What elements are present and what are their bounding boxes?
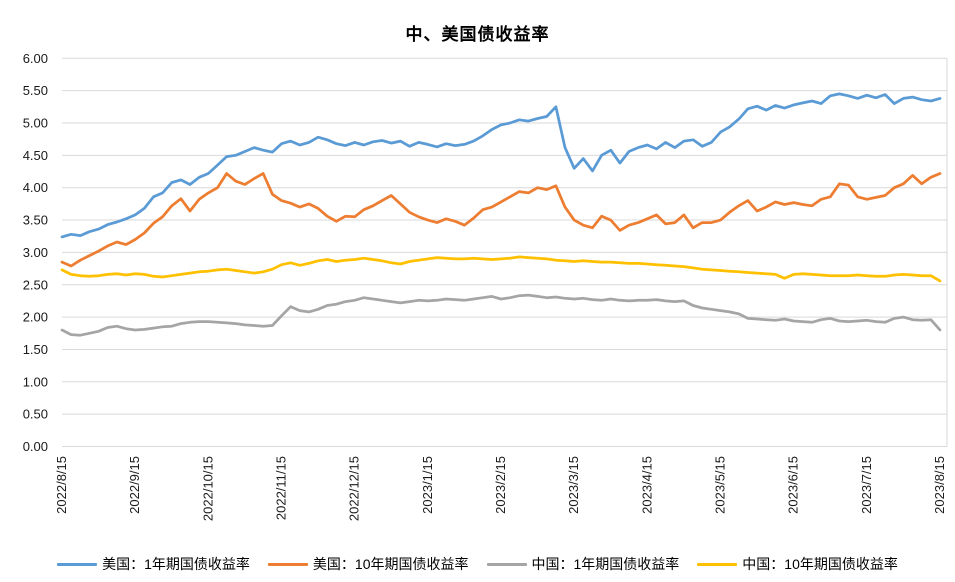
legend-item-0: 美国：1年期国债收益率: [57, 554, 250, 574]
y-tick-label: 2.50: [23, 277, 48, 292]
x-tick-label: 2023/1/15: [420, 456, 435, 514]
series-line-3: [60, 255, 942, 283]
y-tick-label: 2.00: [23, 310, 48, 325]
x-tick-label: 2023/8/15: [932, 456, 947, 514]
y-tick-label: 4.50: [23, 148, 48, 163]
y-tick-label: 1.00: [23, 374, 48, 389]
legend-item-2: 中国：1年期国债收益率: [486, 554, 680, 574]
legend-swatch-icon: [486, 562, 527, 566]
x-tick-label: 2023/4/15: [639, 456, 654, 514]
y-tick-label: 0.00: [23, 439, 48, 454]
x-tick-label: 2022/8/15: [54, 456, 69, 514]
x-tick-label: 2022/9/15: [127, 456, 142, 514]
legend-item-3: 中国：10年期国债收益率: [697, 554, 898, 574]
x-tick-label: 2023/6/15: [786, 456, 801, 514]
legend-label: 中国：10年期国债收益率: [742, 556, 898, 572]
x-tick-label: 2022/10/15: [200, 456, 215, 521]
legend-item-1: 美国：10年期国债收益率: [267, 554, 469, 574]
legend-label: 美国：10年期国债收益率: [312, 556, 469, 572]
y-tick-label: 3.00: [23, 245, 48, 260]
y-tick-label: 3.50: [23, 213, 48, 228]
y-tick-label: 5.50: [23, 83, 48, 98]
x-tick-label: 2023/3/15: [566, 456, 581, 514]
x-tick-label: 2023/2/15: [493, 456, 508, 514]
chart-title: 中、美国债收益率: [405, 25, 550, 44]
x-tick-label: 2023/5/15: [713, 456, 728, 514]
x-tick-label: 2023/7/15: [859, 456, 874, 514]
y-tick-label: 1.50: [23, 342, 48, 357]
series-line-0: [60, 92, 942, 239]
y-tick-label: 5.00: [23, 116, 48, 131]
x-tick-label: 2022/11/15: [274, 456, 289, 520]
y-tick-label: 0.50: [23, 407, 48, 422]
legend-swatch-icon: [267, 562, 308, 566]
x-tick-label: 2022/12/15: [347, 456, 362, 521]
y-tick-label: 6.00: [23, 51, 48, 66]
y-tick-label: 4.00: [23, 180, 48, 195]
chart-legend: 美国：1年期国债收益率 美国：10年期国债收益率 中国：1年期国债收益率 中国：10年…: [0, 554, 955, 574]
legend-swatch-icon: [697, 562, 738, 566]
legend-swatch-icon: [57, 562, 98, 566]
legend-label: 美国：1年期国债收益率: [102, 556, 250, 572]
series-line-2: [60, 293, 942, 337]
series-line-1: [60, 172, 942, 268]
legend-label: 中国：1年期国债收益率: [531, 556, 680, 572]
